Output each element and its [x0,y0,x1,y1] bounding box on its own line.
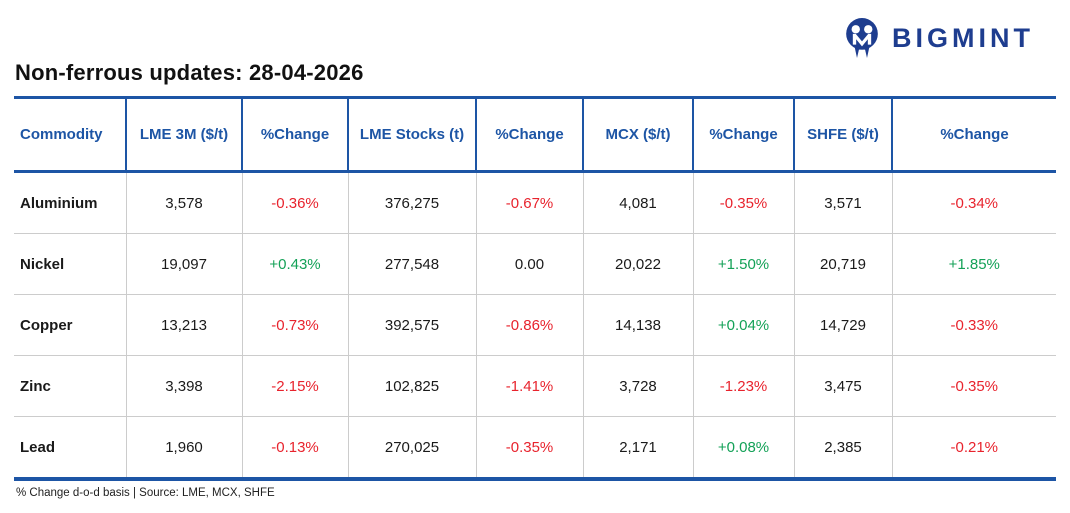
table-header: Commodity LME 3M ($/t) %Change LME Stocks (… [14,97,1056,173]
value-cell: -0.36% [241,171,348,234]
value-cell: +1.85% [891,233,1056,295]
value-cell: 2,385 [793,416,892,479]
table-row: Zinc 3,398 -2.15% 102,825 -1.41% 3,728 -1.23% 3… [14,355,1056,417]
value-cell: 3,571 [793,171,892,234]
value-cell: 20,719 [793,233,892,295]
value-cell: +0.43% [241,233,348,295]
footer-note: % Change d-o-d basis | Source: LME, MCX,… [16,487,275,499]
value-cell: +0.04% [692,294,794,356]
value-cell: -0.35% [692,171,794,234]
commodity-cell: Copper [14,294,126,356]
commodity-cell: Lead [14,416,126,479]
value-cell: 14,729 [793,294,892,356]
value-cell: 392,575 [347,294,476,356]
column-header: %Change [475,97,583,173]
page-title: Non-ferrous updates: 28-04-2026 [15,60,364,85]
value-cell: 3,728 [582,355,693,417]
value-cell: -0.13% [241,416,348,479]
value-cell: -0.35% [475,416,583,479]
value-cell: 102,825 [347,355,476,417]
commodity-cell: Nickel [14,233,126,295]
value-cell: 1,960 [125,416,242,479]
table-row: Copper 13,213 -0.73% 392,575 -0.86% 14,138 +0.… [14,294,1056,356]
column-header: Commodity [14,97,126,173]
value-cell: 14,138 [582,294,693,356]
column-header: %Change [241,97,348,173]
column-header: LME Stocks (t) [347,97,476,173]
value-cell: -0.33% [891,294,1056,356]
value-cell: +0.08% [692,416,794,479]
column-header: LME 3M ($/t) [125,97,242,173]
column-header: %Change [891,97,1056,173]
value-cell: -0.67% [475,171,583,234]
commodity-cell: Aluminium [20,194,98,212]
commodity-table: Commodity LME 3M ($/t) %Change LME Stocks (… [14,96,1056,481]
value-cell: 2,171 [582,416,693,479]
value-cell: 270,025 [347,416,476,479]
value-cell: 0.00 [475,233,583,295]
value-cell: 376,275 [347,171,476,234]
value-cell: -0.34% [891,171,1056,234]
brand-name: BIGMINT [892,22,1034,53]
column-header: MCX ($/t) [582,97,693,173]
table-row: Aluminium 3,578 -0.36% 376,275 -0.67% 4,081 -0… [14,171,1056,234]
bigmint-owl-icon [842,16,882,60]
value-cell: 4,081 [582,171,693,234]
value-cell: 3,398 [125,355,242,417]
column-header: %Change [692,97,794,173]
value-cell: -0.21% [891,416,1056,479]
commodity-cell: Zinc [14,355,126,417]
brand-logo: BIGMINT [842,16,1034,60]
value-cell: -0.35% [891,355,1056,417]
table-body: Aluminium 3,578 -0.36% 376,275 -0.67% 4,081 -0… [14,171,1056,479]
value-cell: -0.73% [241,294,348,356]
header-row: Commodity LME 3M ($/t) %Change LME Stocks (… [14,97,1056,173]
value-cell: -1.23% [692,355,794,417]
value-cell: +1.50% [692,233,794,295]
value-cell: -1.41% [475,355,583,417]
value-cell: 19,097 [125,233,242,295]
table-row: Lead 1,960 -0.13% 270,025 -0.35% 2,171 +0.08% 2… [14,416,1056,479]
value-cell: 13,213 [125,294,242,356]
table-row: Nickel 19,097 +0.43% 277,548 0.00 20,022 +1.50… [14,233,1056,295]
value-cell: 3,578 [125,171,242,234]
value-cell: 20,022 [582,233,693,295]
value-cell: -2.15% [241,355,348,417]
value-cell: 3,475 [793,355,892,417]
value-cell: -0.86% [475,294,583,356]
value-cell: 277,548 [347,233,476,295]
commodity-table-wrapper: Commodity LME 3M ($/t) %Change LME Stocks (… [14,96,1056,481]
column-header: SHFE ($/t) [793,97,892,173]
